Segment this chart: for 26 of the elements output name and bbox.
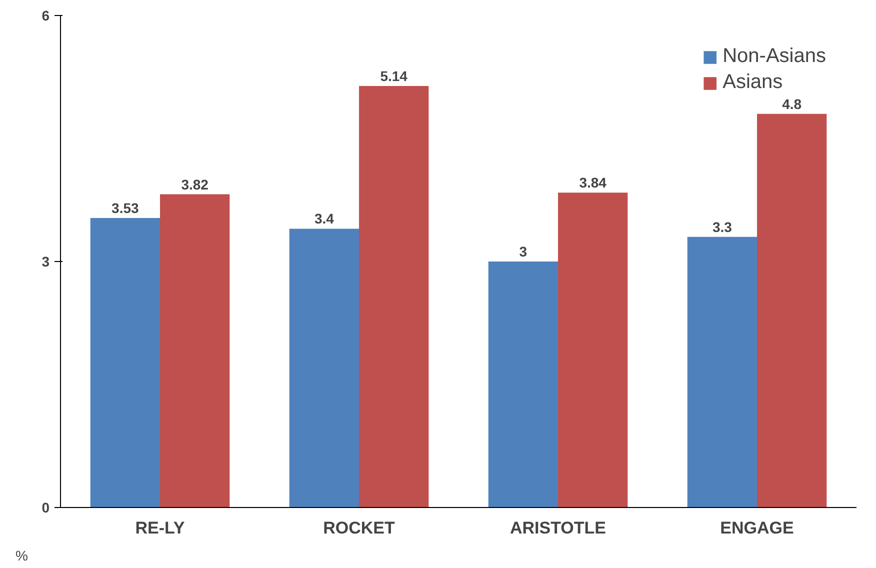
legend-label: Non-Asians	[722, 45, 826, 68]
bar	[757, 114, 827, 508]
bar	[359, 86, 429, 508]
bar	[90, 218, 160, 508]
y-tick-label: 6	[42, 8, 50, 24]
data-label: 3	[519, 244, 528, 260]
legend-label: Asians	[722, 71, 783, 94]
bar	[289, 228, 359, 508]
bar	[160, 194, 230, 508]
x-tick-label: ARISTOTLE	[510, 518, 606, 538]
x-tick-label: RE-LY	[135, 518, 186, 538]
data-label: 3.3	[712, 218, 732, 235]
bar	[687, 236, 757, 508]
data-label: 3.4	[314, 210, 334, 227]
y-axis-title: %	[16, 548, 28, 564]
bar	[558, 192, 628, 508]
x-tick-label: ENGAGE	[720, 518, 794, 538]
bar	[488, 262, 558, 508]
y-tick-label: 0	[42, 500, 50, 516]
data-label: 3.84	[579, 174, 607, 191]
data-label: 3.53	[112, 200, 140, 216]
data-label: 3.82	[181, 176, 209, 192]
data-label: 4.8	[782, 96, 802, 112]
y-tick-label: 3	[42, 254, 50, 270]
x-tick-label: ROCKET	[323, 518, 396, 538]
data-label: 5.14	[380, 68, 408, 84]
